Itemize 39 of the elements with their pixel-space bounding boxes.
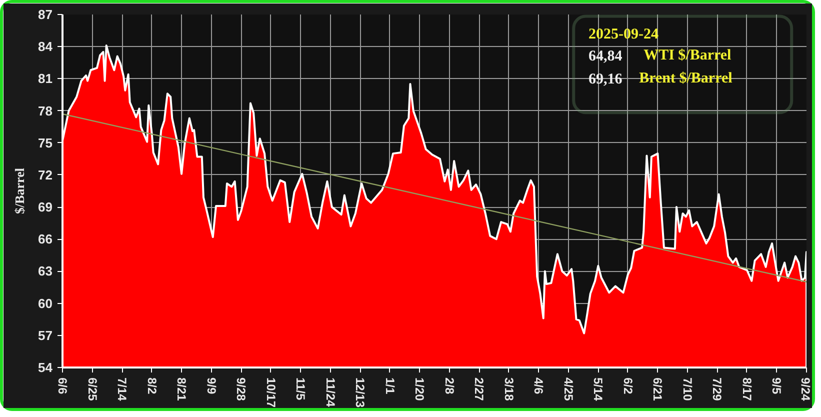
- x-tick-label: 10/17: [264, 378, 278, 408]
- y-tick-label: 60: [38, 296, 53, 311]
- x-tick-label: 1/20: [412, 378, 427, 402]
- y-tick-label: 54: [38, 360, 54, 375]
- x-tick-label: 6/25: [85, 378, 100, 402]
- x-tick-label: 9/5: [770, 378, 784, 395]
- y-tick-label: 75: [38, 135, 53, 150]
- x-tick-label: 8/21: [174, 378, 189, 402]
- x-tick-label: 6/2: [620, 378, 635, 395]
- x-tick-label: 9/28: [234, 378, 248, 402]
- x-tick-label: 12/13: [353, 378, 368, 408]
- y-tick-label: 57: [38, 328, 53, 343]
- x-tick-label: 11/24: [323, 378, 338, 408]
- y-tick-label: 69: [38, 200, 53, 215]
- x-tick-label: 6/21: [650, 378, 665, 402]
- x-tick-label: 8/17: [740, 378, 754, 402]
- x-tick-label: 3/18: [502, 378, 516, 402]
- y-tick-label: 72: [38, 167, 53, 182]
- x-tick-label: 9/9: [204, 378, 218, 395]
- y-tick-label: 84: [38, 39, 54, 54]
- y-tick-label: 66: [38, 232, 53, 247]
- x-tick-label: 5/14: [591, 378, 606, 402]
- y-axis-title: $/Barrel: [12, 168, 28, 214]
- x-tick-label: 11/5: [294, 378, 308, 401]
- x-tick-label: 2/8: [442, 378, 456, 395]
- y-tick-label: 87: [38, 7, 53, 22]
- y-tick-label: 81: [38, 71, 53, 86]
- x-tick-label: 6/6: [56, 378, 70, 395]
- x-tick-label: 7/14: [115, 378, 130, 402]
- y-tick-label: 63: [38, 264, 53, 279]
- x-tick-label: 1/1: [382, 378, 397, 395]
- x-tick-label: 2/27: [472, 378, 486, 402]
- y-tick-label: 78: [38, 103, 53, 118]
- x-tick-label: 4/25: [561, 378, 576, 402]
- x-tick-label: 8/2: [144, 378, 159, 395]
- x-tick-label: 9/24: [798, 378, 812, 402]
- x-tick-label: 7/29: [710, 378, 724, 402]
- x-tick-label: 4/6: [532, 378, 546, 395]
- x-tick-label: 7/10: [680, 378, 694, 402]
